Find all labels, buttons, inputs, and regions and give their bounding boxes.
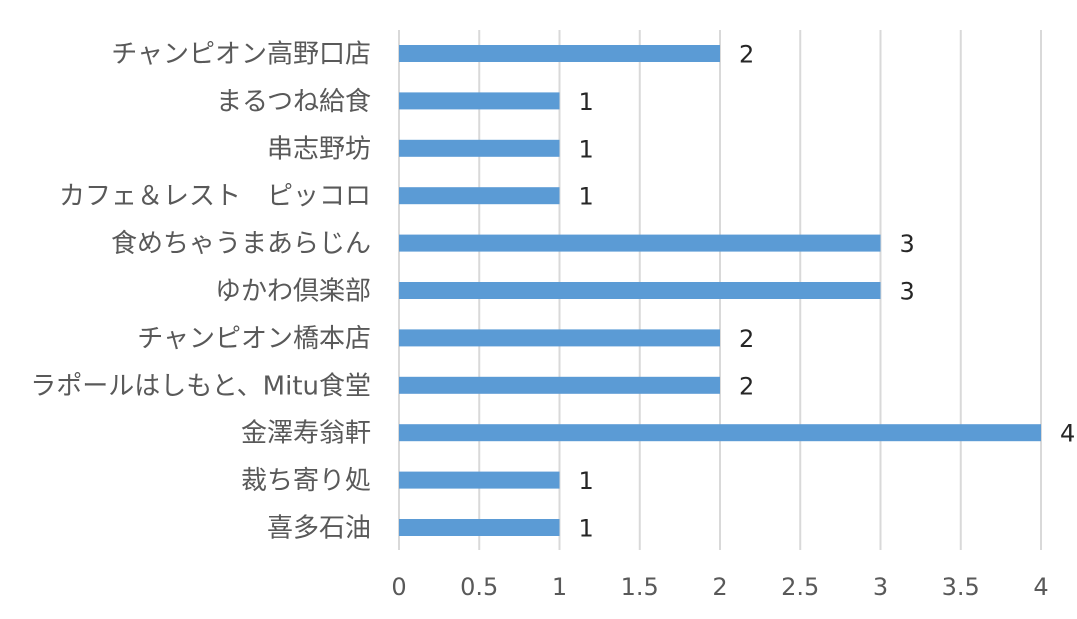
data-label: 1 <box>579 515 594 543</box>
bar <box>399 329 720 347</box>
bars <box>399 45 1041 536</box>
bar <box>399 282 881 299</box>
bar <box>399 139 560 157</box>
x-tick-label: 1.5 <box>621 573 659 601</box>
x-tick-label: 0 <box>391 573 406 601</box>
x-tick-labels: 0 0.5 1 1.5 2 2.5 3 3.5 4 <box>391 573 1048 601</box>
x-tick-label: 3 <box>873 573 888 601</box>
data-label: 2 <box>739 325 754 353</box>
data-label: 3 <box>900 278 915 306</box>
data-label: 1 <box>579 183 594 211</box>
bar <box>399 519 560 536</box>
data-label: 2 <box>739 41 754 69</box>
data-label: 3 <box>900 230 915 258</box>
bar <box>399 471 560 489</box>
bar <box>399 424 1041 442</box>
bar <box>399 376 720 394</box>
x-tick-label: 2 <box>712 573 727 601</box>
bar <box>399 45 720 62</box>
x-tick-label: 4 <box>1033 573 1048 601</box>
category-label: 串志野坊 <box>267 134 371 164</box>
category-label: ゆかわ倶楽部 <box>215 277 371 307</box>
x-tick-label: 3.5 <box>942 573 980 601</box>
x-tick-label: 2.5 <box>781 573 819 601</box>
category-label: まるつね給食 <box>216 87 371 117</box>
data-labels: 2 1 1 1 3 3 2 2 4 1 1 <box>579 41 1076 543</box>
data-label: 1 <box>579 135 594 163</box>
category-label: 金澤寿翁軒 <box>241 419 371 449</box>
category-label: 喜多石油 <box>267 514 371 544</box>
bar <box>399 92 560 110</box>
bar <box>399 187 560 205</box>
x-tick-label: 0.5 <box>460 573 498 601</box>
data-label: 1 <box>579 467 594 495</box>
category-label: チャンピオン橋本店 <box>137 324 371 354</box>
category-label: 裁ち寄り処 <box>241 466 371 496</box>
data-label: 1 <box>579 88 594 116</box>
category-label: ラポールはしもと、Mitu食堂 <box>30 371 371 401</box>
bar <box>399 234 881 252</box>
x-tick-label: 1 <box>552 573 567 601</box>
category-label: カフェ＆レスト ピッコロ <box>59 182 371 212</box>
data-label: 2 <box>739 372 754 400</box>
category-label: チャンピオン高野口店 <box>111 40 371 70</box>
category-label: 食めちゃうまあらじん <box>111 229 371 259</box>
data-label: 4 <box>1060 420 1075 448</box>
